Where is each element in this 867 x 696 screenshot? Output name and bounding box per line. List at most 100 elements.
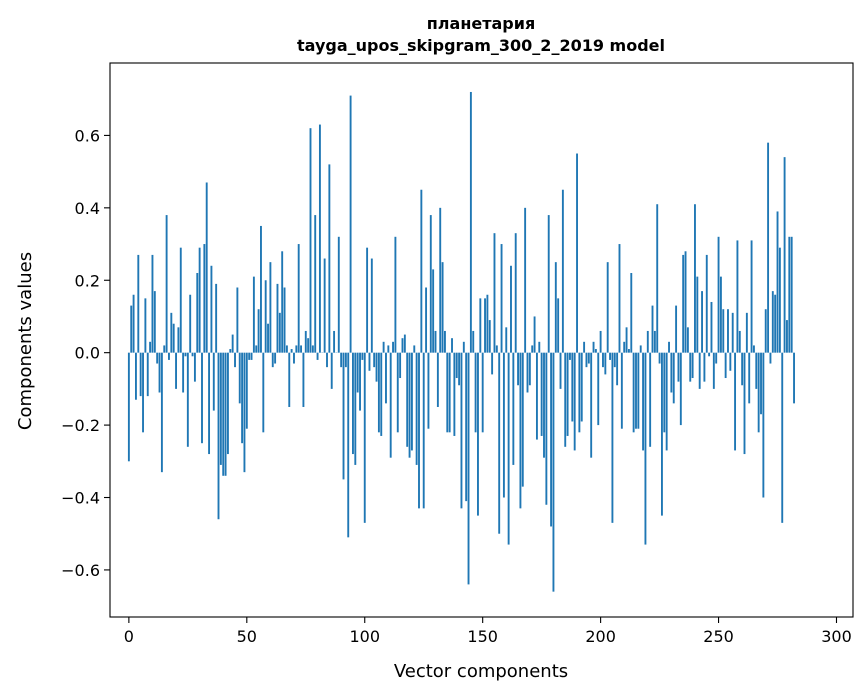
bar bbox=[715, 352, 718, 364]
bar bbox=[432, 269, 435, 353]
bar bbox=[260, 225, 262, 353]
bar bbox=[132, 294, 135, 353]
bar bbox=[729, 352, 732, 371]
bar bbox=[340, 352, 343, 368]
bar bbox=[663, 352, 666, 433]
bar bbox=[349, 95, 352, 353]
bar bbox=[455, 352, 458, 379]
bar bbox=[219, 352, 222, 465]
bar bbox=[717, 236, 720, 353]
bar bbox=[215, 283, 218, 353]
bar bbox=[356, 352, 359, 393]
bar bbox=[498, 352, 501, 534]
bar bbox=[344, 352, 347, 368]
bar bbox=[578, 352, 581, 433]
bar bbox=[252, 276, 255, 353]
bar bbox=[672, 352, 675, 404]
bar bbox=[521, 352, 524, 487]
bar bbox=[507, 352, 510, 545]
bar bbox=[302, 352, 305, 407]
bar bbox=[274, 352, 277, 364]
bar bbox=[486, 294, 489, 353]
bar bbox=[269, 262, 272, 353]
bar bbox=[370, 258, 373, 353]
bar bbox=[755, 352, 758, 389]
bar bbox=[168, 352, 170, 360]
bar bbox=[245, 352, 248, 429]
bar bbox=[679, 352, 682, 426]
bar bbox=[295, 345, 298, 353]
bar bbox=[564, 352, 567, 447]
bar bbox=[255, 345, 258, 353]
bar bbox=[330, 352, 333, 389]
bar bbox=[175, 352, 177, 389]
bar bbox=[226, 352, 229, 455]
bar bbox=[585, 352, 588, 368]
bar bbox=[288, 352, 291, 407]
y-tick-label: 0.6 bbox=[75, 126, 100, 145]
bar bbox=[311, 345, 314, 353]
bar bbox=[748, 352, 751, 404]
bar bbox=[264, 280, 267, 353]
bar bbox=[637, 352, 640, 429]
bar bbox=[552, 352, 555, 592]
bar bbox=[644, 352, 647, 545]
bar bbox=[788, 236, 791, 353]
bar bbox=[651, 305, 654, 353]
bar bbox=[222, 352, 225, 476]
bar bbox=[543, 352, 545, 458]
bar bbox=[745, 312, 748, 353]
bar bbox=[276, 283, 279, 353]
bar bbox=[727, 309, 729, 353]
bars-group bbox=[127, 91, 795, 592]
bar bbox=[776, 211, 779, 353]
x-tick-label: 100 bbox=[349, 627, 380, 646]
bar bbox=[762, 352, 765, 498]
bar bbox=[528, 352, 531, 386]
bar bbox=[210, 265, 213, 353]
y-tick-label: −0.2 bbox=[61, 416, 100, 435]
bar bbox=[179, 247, 182, 353]
bar bbox=[293, 352, 295, 364]
x-tick-label: 0 bbox=[124, 627, 134, 646]
plot-frame bbox=[109, 62, 854, 618]
bar bbox=[793, 352, 795, 404]
bar bbox=[250, 352, 253, 360]
bar bbox=[382, 341, 385, 353]
bar bbox=[533, 316, 536, 353]
bar bbox=[472, 330, 475, 353]
bar bbox=[389, 352, 392, 458]
bar bbox=[352, 352, 354, 455]
bar bbox=[241, 352, 244, 444]
bar bbox=[783, 157, 786, 353]
bar bbox=[488, 320, 491, 353]
bar bbox=[752, 345, 755, 353]
bar bbox=[658, 352, 661, 364]
bar bbox=[609, 352, 611, 360]
bar bbox=[267, 323, 269, 353]
bar bbox=[627, 349, 630, 353]
bar bbox=[304, 330, 307, 353]
bar bbox=[517, 352, 520, 386]
bar bbox=[373, 352, 376, 368]
bar bbox=[686, 327, 689, 353]
bar bbox=[146, 352, 149, 397]
bar bbox=[510, 265, 512, 353]
bar bbox=[774, 294, 777, 353]
bar bbox=[484, 298, 486, 353]
bar bbox=[576, 153, 578, 353]
bar bbox=[333, 330, 336, 353]
bar bbox=[170, 312, 173, 353]
bar bbox=[653, 330, 656, 353]
bar bbox=[224, 352, 227, 476]
bar bbox=[502, 352, 505, 498]
y-axis-label: Components values bbox=[15, 252, 36, 430]
bar bbox=[639, 345, 642, 353]
bar bbox=[387, 345, 390, 353]
bar bbox=[234, 352, 236, 368]
y-tick-label: −0.6 bbox=[61, 561, 100, 580]
bar bbox=[127, 352, 130, 462]
bar bbox=[696, 276, 699, 353]
bar bbox=[519, 352, 522, 509]
bar bbox=[547, 215, 550, 353]
